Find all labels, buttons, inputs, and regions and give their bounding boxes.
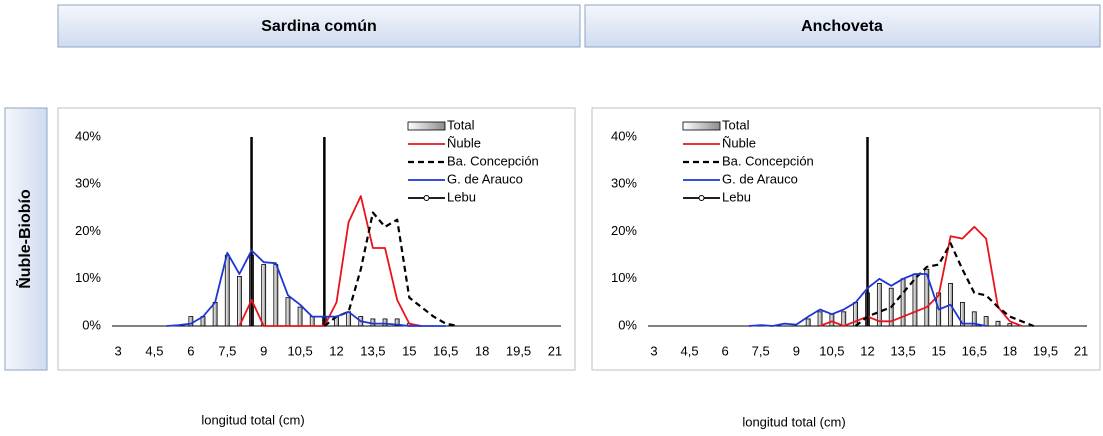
bar [237, 275, 242, 327]
y-tick-label: 10% [611, 270, 637, 285]
y-tick-label: 40% [611, 128, 637, 143]
x-tick-label: 13,5 [890, 343, 915, 358]
y-tick-label: 30% [611, 176, 637, 191]
bar [285, 297, 291, 327]
x-tick-label: 10,5 [287, 343, 312, 358]
legend-label: Total [447, 117, 475, 132]
bar [817, 311, 823, 327]
x-tick-label: 19,5 [1033, 343, 1058, 358]
x-tick-label: 9 [260, 343, 267, 358]
header-box [57, 4, 581, 48]
bar [273, 264, 279, 327]
bar [876, 283, 882, 327]
line-series [238, 195, 422, 327]
y-tick-label: 10% [75, 270, 101, 285]
bar [983, 316, 989, 327]
bar [309, 316, 315, 327]
bar [900, 278, 906, 327]
x-tick-label: 16,5 [962, 343, 987, 358]
x-tick-label: 4,5 [145, 343, 163, 358]
legend-label: Ñuble [722, 135, 756, 150]
x-tick-label: 6 [722, 343, 729, 358]
header-box [584, 4, 1101, 48]
legend-label: Total [722, 117, 750, 132]
bar [212, 301, 218, 327]
bar [841, 311, 847, 327]
legend-label: G. de Arauco [447, 171, 523, 186]
line-series [819, 225, 1023, 327]
x-tick-label: 12 [860, 343, 874, 358]
x-tick-label: 12 [329, 343, 343, 358]
legend-swatch [407, 121, 446, 131]
legend-label: Ba. Concepción [447, 153, 539, 168]
x-tick-label: 3 [114, 343, 121, 358]
row-header-box [4, 107, 48, 371]
row-header: Ñuble-Biobío [14, 189, 34, 289]
x-tick-label: 13,5 [360, 343, 385, 358]
x-tick-label: 4,5 [680, 343, 698, 358]
legend-label: Lebu [447, 189, 476, 204]
line-series [748, 273, 987, 327]
legend-label: G. de Arauco [722, 171, 798, 186]
legend-label: Ba. Concepción [722, 153, 814, 168]
bar [297, 306, 303, 327]
y-tick-label: 20% [75, 223, 101, 238]
legend-swatch [682, 121, 721, 131]
line-series [166, 249, 446, 327]
bar [829, 313, 835, 327]
x-tick-label: 9 [793, 343, 800, 358]
y-tick-label: 0% [82, 317, 101, 332]
legend-label: Ñuble [447, 135, 481, 150]
x-tick-label: 21 [1074, 343, 1088, 358]
line-series [323, 211, 459, 328]
legend-label: Lebu [722, 189, 751, 204]
legend-marker [423, 195, 430, 201]
x-tick-label: 7,5 [218, 343, 236, 358]
bar [224, 254, 230, 327]
y-tick-label: 30% [75, 176, 101, 191]
line-series [854, 242, 1035, 328]
x-tick-label: 18 [475, 343, 489, 358]
chart-panel [591, 107, 1101, 371]
bar [382, 318, 388, 327]
bar [805, 318, 811, 327]
x-tick-label: 10,5 [819, 343, 844, 358]
x-tick-label: 7,5 [752, 343, 770, 358]
column-header: Sardina común [261, 18, 377, 35]
x-axis-label: longitud total (cm) [201, 412, 304, 427]
x-tick-label: 15 [931, 343, 945, 358]
x-tick-label: 6 [187, 343, 194, 358]
x-tick-label: 21 [548, 343, 562, 358]
y-tick-label: 40% [75, 128, 101, 143]
chart-panel [57, 107, 576, 371]
y-tick-label: 20% [611, 223, 637, 238]
bar [995, 320, 1001, 327]
x-tick-label: 15 [402, 343, 416, 358]
x-tick-label: 19,5 [506, 343, 531, 358]
y-tick-label: 0% [618, 317, 637, 332]
x-tick-label: 3 [650, 343, 657, 358]
legend-marker [698, 195, 705, 201]
column-header: Anchoveta [801, 18, 883, 35]
bar [261, 264, 267, 327]
x-tick-label: 18 [1003, 343, 1017, 358]
x-tick-label: 16,5 [433, 343, 458, 358]
x-axis-label: longitud total (cm) [742, 414, 845, 429]
